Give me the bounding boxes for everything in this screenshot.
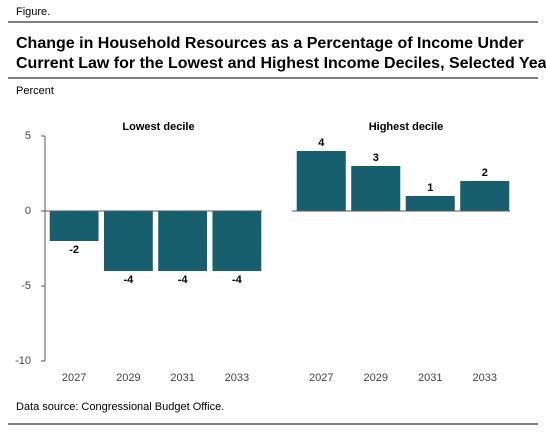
y-tick-label: 0 <box>25 205 31 217</box>
value-label: -4 <box>123 274 134 286</box>
x-tick-label: 2027 <box>309 372 333 384</box>
y-tick-label: 5 <box>25 130 31 142</box>
figure-label: Figure. <box>16 6 50 18</box>
panel-title: Lowest decile <box>122 121 194 133</box>
bar <box>405 196 455 211</box>
source: Data source: Congressional Budget Office… <box>16 401 224 413</box>
value-label: 1 <box>427 182 433 194</box>
bar <box>103 211 153 271</box>
value-label: 2 <box>482 167 488 179</box>
y-tick-label: -5 <box>21 280 31 292</box>
panel-title: Highest decile <box>369 121 444 133</box>
bar <box>158 211 208 271</box>
y-tick-label: -10 <box>15 355 31 367</box>
x-tick-label: 2031 <box>418 372 442 384</box>
value-label: -2 <box>69 244 79 256</box>
x-tick-label: 2033 <box>225 372 249 384</box>
value-label: -4 <box>178 274 189 286</box>
bar <box>212 211 262 271</box>
bar <box>296 151 346 211</box>
x-tick-label: 2029 <box>364 372 388 384</box>
value-label: 4 <box>318 137 325 149</box>
value-label: 3 <box>373 152 379 164</box>
x-tick-label: 2033 <box>473 372 497 384</box>
bar <box>351 166 401 211</box>
title-line: Current Law for the Lowest and Highest I… <box>16 55 546 72</box>
x-tick-label: 2031 <box>170 372 194 384</box>
x-tick-label: 2029 <box>116 372 140 384</box>
title-line: Change in Household Resources as a Perce… <box>16 35 524 52</box>
x-tick-label: 2027 <box>62 372 86 384</box>
bar <box>460 181 510 211</box>
bar <box>49 211 99 241</box>
value-label: -4 <box>232 274 243 286</box>
y-axis-label: Percent <box>16 85 54 97</box>
